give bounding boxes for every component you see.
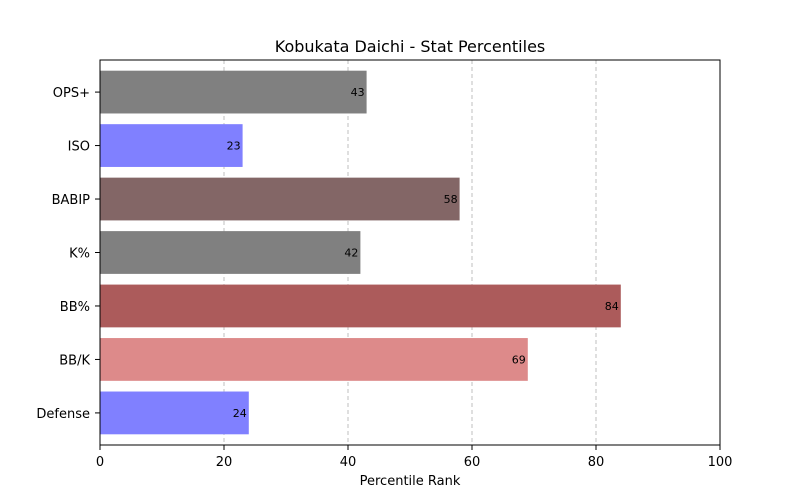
y-tick-label: BABIP [52, 193, 91, 208]
bar-value-label: 58 [444, 193, 458, 206]
bar-iso [100, 124, 243, 167]
y-tick-label: K% [69, 247, 90, 262]
bar-babip [100, 177, 460, 221]
y-tick-label: OPS+ [53, 86, 90, 101]
bar-value-label: 42 [344, 247, 358, 260]
y-tick-label: BB% [60, 300, 90, 315]
x-tick-label: 80 [588, 455, 605, 470]
y-tick-label: Defense [36, 407, 90, 422]
x-axis-label: Percentile Rank [360, 474, 461, 489]
x-tick-label: 100 [708, 455, 733, 470]
x-tick-label: 40 [340, 455, 357, 470]
bars [100, 70, 621, 435]
bar-value-label: 84 [605, 300, 619, 313]
bar-value-label: 23 [227, 140, 241, 153]
x-tick-label: 60 [464, 455, 481, 470]
bar-bb [100, 284, 621, 328]
bar-defense [100, 391, 249, 435]
y-tick-label: ISO [68, 140, 90, 155]
bar-value-label: 24 [233, 407, 247, 420]
bar-ops [100, 70, 367, 114]
chart-title: Kobukata Daichi - Stat Percentiles [275, 37, 546, 56]
bar-value-label: 69 [512, 353, 526, 366]
bar-k [100, 231, 361, 274]
x-tick-label: 0 [96, 455, 104, 470]
bar-bb-k [100, 338, 528, 381]
x-tick-label: 20 [216, 455, 233, 470]
x-axis-ticks: 0 20 40 60 80 100 [96, 445, 733, 470]
bar-value-label: 43 [351, 86, 365, 99]
y-tick-label: BB/K [59, 353, 90, 368]
y-axis-ticks: OPS+ ISO BABIP K% BB% BB/K Defense [36, 86, 100, 422]
data-labels: 43 23 58 42 84 69 24 [227, 86, 619, 420]
